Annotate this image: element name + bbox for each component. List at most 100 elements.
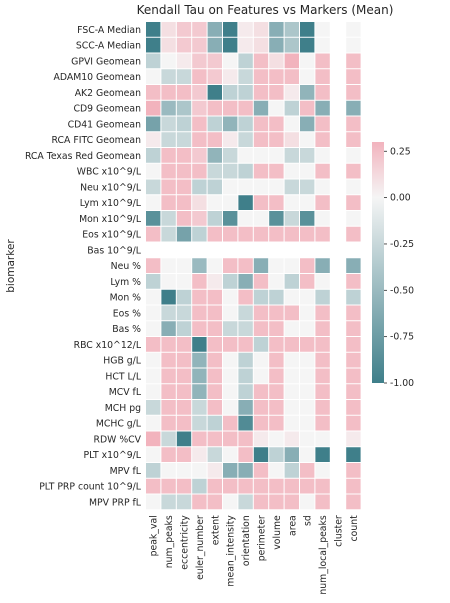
- heatmap-cell: [346, 211, 361, 226]
- heatmap-cell: [238, 400, 253, 415]
- heatmap-cell: [238, 132, 253, 147]
- heatmap-cell: [161, 132, 176, 147]
- heatmap-cell: [176, 258, 192, 273]
- heatmap-cell: [300, 37, 315, 53]
- heatmap-cell: [207, 258, 222, 273]
- heatmap-cell: [300, 148, 315, 163]
- x-tick-label: perimeter: [257, 515, 268, 561]
- heatmap-cell: [315, 384, 330, 399]
- heatmap-cell: [315, 431, 330, 447]
- heatmap-cell: [223, 22, 238, 37]
- heatmap-cell: [207, 148, 222, 163]
- y-axis-label: biomarker: [5, 239, 17, 293]
- heatmap-cell: [238, 463, 253, 478]
- heatmap-cell: [300, 494, 315, 510]
- colorbar-tick-label: 0.25: [390, 146, 411, 157]
- x-tick-label: count: [349, 515, 360, 542]
- heatmap-cell: [207, 53, 222, 69]
- heatmap-cell: [207, 132, 222, 147]
- heatmap-cell: [192, 132, 207, 147]
- heatmap-cell: [192, 337, 207, 352]
- heatmap-cell: [315, 447, 330, 462]
- heatmap-cell: [146, 384, 161, 399]
- y-tick-label: Mon %: [110, 293, 142, 304]
- heatmap-cell: [192, 352, 207, 368]
- heatmap-cell: [346, 321, 361, 336]
- heatmap-cell: [207, 226, 222, 242]
- heatmap-cell: [346, 132, 361, 147]
- heatmap-cell: [269, 431, 284, 447]
- heatmap-cell: [161, 352, 176, 368]
- x-tick-label: euler_number: [195, 515, 206, 580]
- heatmap-cell: [253, 289, 269, 305]
- heatmap-cell: [192, 163, 207, 179]
- heatmap-cell: [346, 37, 361, 53]
- heatmap-cell: [161, 85, 176, 100]
- heatmap-cell: [284, 148, 299, 163]
- heatmap-cell: [238, 447, 253, 462]
- y-tick-label: MPV PRP fL: [89, 497, 142, 508]
- heatmap-cell: [161, 37, 176, 53]
- heatmap-cells: [146, 22, 361, 510]
- y-tick-label: AK2 Geomean: [75, 88, 141, 99]
- heatmap-cell: [315, 85, 330, 100]
- heatmap-cell: [223, 163, 238, 179]
- heatmap-cell: [253, 69, 269, 84]
- colorbar-tick-label: -0.25: [390, 239, 414, 250]
- heatmap-cell: [238, 179, 253, 195]
- heatmap-cell: [253, 494, 269, 510]
- heatmap-cell: [315, 352, 330, 368]
- heatmap-cell: [284, 305, 299, 321]
- heatmap-cell: [315, 478, 330, 494]
- heatmap-cell: [176, 148, 192, 163]
- heatmap-cell: [146, 494, 161, 510]
- heatmap-cell: [284, 258, 299, 273]
- heatmap-cell: [284, 289, 299, 305]
- heatmap-cell: [300, 22, 315, 37]
- heatmap-cell: [176, 447, 192, 462]
- heatmap-cell: [223, 368, 238, 384]
- heatmap-cell: [269, 289, 284, 305]
- heatmap-cell: [207, 368, 222, 384]
- heatmap-cell: [192, 258, 207, 273]
- heatmap-cell: [161, 211, 176, 226]
- heatmap-cell: [223, 305, 238, 321]
- heatmap-cell: [269, 494, 284, 510]
- heatmap-cell: [223, 337, 238, 352]
- heatmap-cell: [176, 53, 192, 69]
- heatmap-cell: [315, 100, 330, 116]
- y-tick-label: HGB g/L: [103, 356, 142, 367]
- y-tick-label: MCHC g/L: [96, 419, 142, 430]
- heatmap-cell: [300, 258, 315, 273]
- heatmap-cell: [269, 69, 284, 84]
- heatmap-cell: [284, 116, 299, 132]
- x-tick-label: volume: [272, 515, 283, 550]
- heatmap-cell: [269, 195, 284, 210]
- heatmap-cell: [223, 384, 238, 399]
- heatmap-cell: [346, 384, 361, 399]
- heatmap-cell: [315, 22, 330, 37]
- heatmap-cell: [176, 195, 192, 210]
- x-tick-label: cluster: [334, 515, 345, 547]
- heatmap-cell: [176, 289, 192, 305]
- heatmap-cell: [284, 384, 299, 399]
- heatmap-cell: [300, 132, 315, 147]
- heatmap-cell: [300, 179, 315, 195]
- heatmap-cell: [315, 321, 330, 336]
- heatmap-cell: [146, 179, 161, 195]
- heatmap-cell: [269, 368, 284, 384]
- heatmap-cell: [161, 400, 176, 415]
- heatmap-cell: [300, 400, 315, 415]
- heatmap-cell: [315, 305, 330, 321]
- heatmap-cell: [238, 22, 253, 37]
- heatmap-cell: [284, 274, 299, 289]
- heatmap-cell: [192, 69, 207, 84]
- heatmap-cell: [161, 22, 176, 37]
- heatmap-cell: [192, 85, 207, 100]
- heatmap-cell: [284, 321, 299, 336]
- heatmap-cell: [161, 431, 176, 447]
- heatmap-cell: [253, 415, 269, 431]
- heatmap-cell: [176, 37, 192, 53]
- heatmap-cell: [346, 53, 361, 69]
- heatmap-cell: [284, 431, 299, 447]
